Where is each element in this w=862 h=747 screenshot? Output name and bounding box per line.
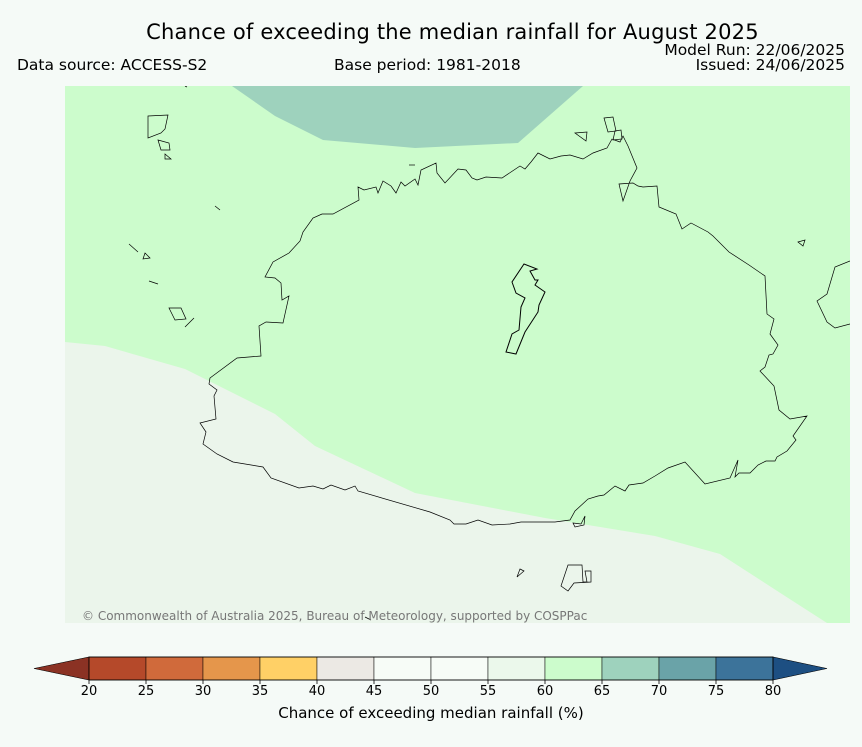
islet-east-1 [797,239,806,247]
islet-west-5 [168,307,187,321]
islet-west-2 [128,243,139,253]
colorbar-bin-40-45 [316,656,375,681]
islet-west-4 [148,280,159,285]
islet-south-4 [364,616,372,621]
zone-55-60 [65,342,827,623]
islet-north-4 [612,129,623,141]
colorbar-bin-60-65 [544,656,603,681]
issued-label: Issued: 24/06/2025 [695,56,845,74]
colorbar-bin-25-30 [145,656,204,681]
colorbar-tick-label: 45 [366,684,383,699]
colorbar-tick-label: 75 [708,684,725,699]
central-island-coastline [505,263,546,355]
zone-65-70 [232,86,583,148]
colorbar-bin-70-75 [658,656,717,681]
main-island-coastline [199,135,808,526]
map-title: Chance of exceeding the median rainfall … [146,20,759,44]
islet-south-1 [516,568,525,578]
colorbar-bin-20-25 [88,656,147,681]
colorbar-bin-45-50 [373,656,432,681]
colorbar-tick-label: 35 [252,684,269,699]
colorbar-title: Chance of exceeding median rainfall (%) [278,704,583,722]
rainfall-map: © Commonwealth of Australia 2025, Bureau… [65,86,850,623]
colorbar-tick-label: 50 [423,684,440,699]
data-source-label: Data source: ACCESS-S2 [17,56,208,74]
colorbar-bin-30-35 [202,656,261,681]
colorbar-tick-label: 65 [594,684,611,699]
landmass-east [816,260,850,329]
colorbar-legend: 20 25 30 35 40 45 50 55 60 65 70 75 80 Chance of exc… [33,656,828,722]
islet-nw-3 [164,153,172,160]
colorbar-bin-75-80 [715,656,774,681]
colorbar-tick-label: 80 [765,684,782,699]
colorbar-bin-65-70 [601,656,660,681]
islet-north-5 [184,86,188,88]
colorbar-bin-55-60 [487,656,546,681]
colorbar-tick-label: 55 [480,684,497,699]
colorbar-tick-label: 60 [537,684,554,699]
islet-south-2 [560,564,592,592]
colorbar-bin-35-40 [259,656,318,681]
islet-west-1 [214,205,221,211]
colorbar-tick-label: 40 [309,684,326,699]
islet-west-6 [184,317,195,328]
colorbar-tick-label: 30 [195,684,212,699]
colorbar-tick-label: 70 [651,684,668,699]
colorbar-tick-label: 20 [81,684,98,699]
colorbar-bin-50-55 [430,656,489,681]
colorbar-high-extend [772,656,828,681]
colorbar-tick-label: 25 [138,684,155,699]
model-run-label: Model Run: 22/06/2025 [664,41,845,59]
islet-west-3 [142,252,151,260]
islet-north-2 [574,131,588,142]
copyright-credit: © Commonwealth of Australia 2025, Bureau… [82,609,587,623]
colorbar-low-extend [33,656,90,681]
islet-south-3 [572,515,586,528]
islet-nw-1 [147,114,169,139]
islet-nw-2 [157,139,171,151]
base-period-label: Base period: 1981-2018 [334,56,521,74]
